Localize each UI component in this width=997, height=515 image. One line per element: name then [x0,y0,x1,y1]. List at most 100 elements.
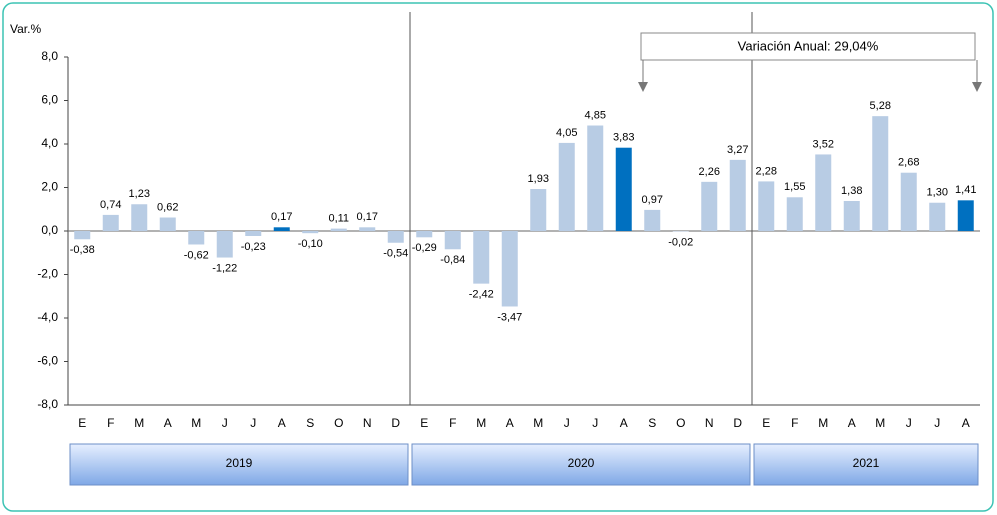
value-label: 0,17 [271,211,292,223]
x-tick-label: N [705,416,714,430]
bar [843,200,860,231]
bar [74,231,91,240]
value-label: -2,42 [469,289,494,301]
x-tick-label: J [222,416,228,430]
bar [273,227,290,231]
value-label: 1,41 [955,184,976,196]
value-label: 1,93 [528,173,549,185]
value-label: -0,54 [383,248,408,260]
x-tick-label: M [476,416,486,430]
y-tick-label: 0,0 [41,223,58,237]
value-label: 1,30 [927,187,948,199]
value-label: 0,97 [642,194,663,206]
arrow-head [638,82,648,92]
value-label: -1,22 [212,262,237,274]
value-label: 2,68 [898,157,919,169]
value-label: -0,10 [298,238,323,250]
value-label: -0,62 [184,249,209,261]
x-tick-label: F [107,416,114,430]
bar [131,204,148,231]
value-label: 5,28 [870,100,891,112]
x-tick-label: M [533,416,543,430]
value-label: 4,85 [585,109,606,121]
bar [558,142,575,231]
value-label: 0,62 [157,201,178,213]
bar [929,202,946,231]
value-label: 0,11 [328,213,349,225]
value-label: 1,55 [784,181,805,193]
arrow-head [972,82,982,92]
y-tick-label: -8,0 [37,397,58,411]
value-label: 0,17 [357,211,378,223]
x-tick-label: A [962,416,970,430]
y-axis-label: Var.% [10,22,41,36]
value-label: 0,74 [100,199,121,211]
x-tick-label: D [733,416,742,430]
x-tick-label: M [134,416,144,430]
value-label: 3,27 [727,144,748,156]
x-tick-label: J [250,416,256,430]
x-tick-label: M [191,416,201,430]
value-label: -0,38 [70,244,95,256]
value-label: 1,38 [841,185,862,197]
x-tick-label: M [818,416,828,430]
y-tick-label: 8,0 [41,49,58,63]
x-tick-label: M [875,416,885,430]
x-tick-label: F [791,416,798,430]
bar [159,217,176,231]
year-box [411,443,751,486]
x-tick-label: N [363,416,372,430]
value-label: 2,26 [699,166,720,178]
year-label: 2021 [853,456,880,470]
y-tick-label: -6,0 [37,354,58,368]
y-tick-label: 4,0 [41,136,58,150]
x-tick-label: O [334,416,343,430]
x-tick-label: A [848,416,856,430]
bar [359,227,376,231]
value-label: -0,23 [241,241,266,253]
x-tick-label: A [164,416,172,430]
bar [245,231,262,237]
bar [701,181,718,231]
year-label: 2020 [568,456,595,470]
y-tick-label: -4,0 [37,310,58,324]
annotation-text: Variación Anual: 29,04% [738,38,879,53]
annotation: Variación Anual: 29,04% [638,32,982,92]
bar [872,116,889,231]
bar [587,125,604,231]
x-tick-label: S [648,416,656,430]
bar [216,231,233,258]
bar [473,231,490,284]
value-label: -3,47 [497,311,522,323]
y-tick-label: -2,0 [37,267,58,281]
bar [815,154,832,231]
value-label: 1,23 [129,188,150,200]
y-tick-label: 6,0 [41,93,58,107]
bar [644,209,661,231]
bar [530,189,547,231]
value-label: -0,02 [668,236,693,248]
bar [615,147,632,231]
year-label: 2019 [226,456,253,470]
x-tick-label: J [906,416,912,430]
value-label: 3,52 [813,138,834,150]
x-tick-label: E [420,416,428,430]
value-label: -0,84 [440,254,465,266]
x-tick-label: S [306,416,314,430]
bar [957,200,974,231]
x-tick-label: F [449,416,456,430]
x-tick-label: A [506,416,514,430]
bar [330,228,347,231]
x-tick-label: E [78,416,86,430]
x-tick-label: A [278,416,286,430]
value-label: 2,28 [756,165,777,177]
bar [416,231,433,238]
year-box [753,443,979,486]
value-label: 4,05 [556,127,577,139]
x-tick-label: E [762,416,770,430]
x-tick-label: O [676,416,685,430]
x-tick-label: J [592,416,598,430]
bar [302,231,319,234]
